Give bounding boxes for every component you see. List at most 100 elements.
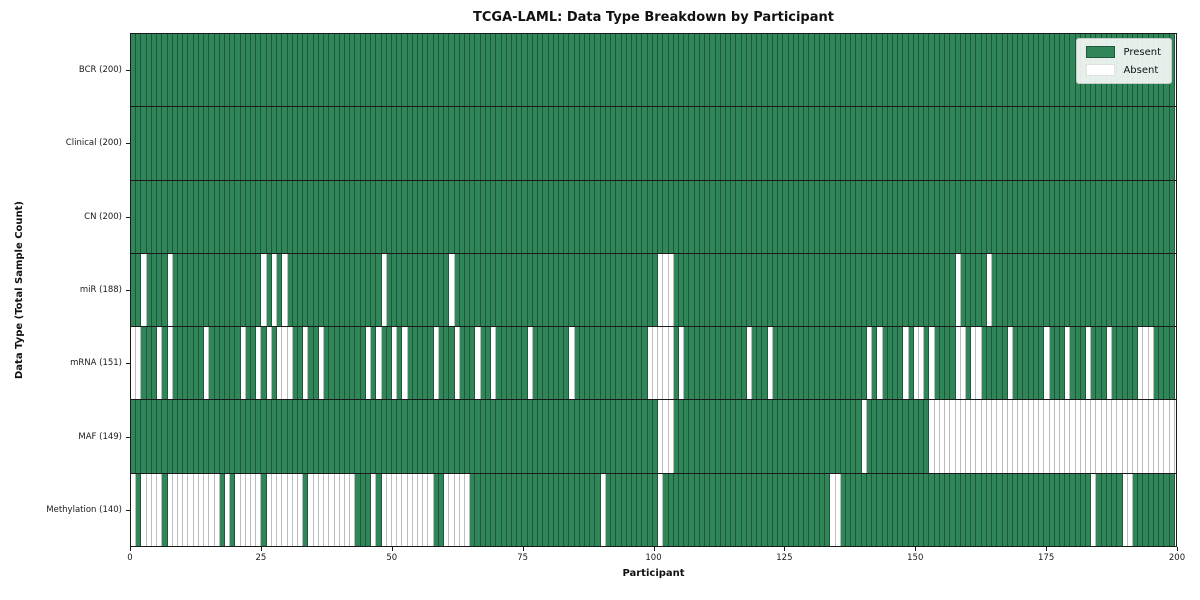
- legend-absent-label: Absent: [1123, 64, 1159, 76]
- cell-mir-157: [950, 253, 956, 327]
- cell-methylation-64: [465, 473, 471, 546]
- cell-mrna-53: [407, 327, 413, 400]
- cell-methylation-157: [950, 473, 956, 546]
- cell-clinical-178: [1059, 107, 1066, 180]
- cell-cn-17: [219, 180, 225, 253]
- cell-cn-42: [350, 180, 356, 253]
- cell-mrna-77: [532, 327, 539, 400]
- cell-mrna-4: [151, 327, 158, 400]
- cell-methylation-179: [1065, 473, 1071, 546]
- cell-methylation-28: [277, 473, 283, 546]
- cell-clinical-17: [219, 107, 225, 180]
- cell-bcr-98: [642, 34, 648, 107]
- cell-mir-108: [694, 253, 700, 327]
- cell-cn-89: [595, 180, 601, 253]
- cell-methylation-60: [444, 473, 450, 546]
- cell-methylation-72: [506, 473, 512, 546]
- cell-methylation-178: [1059, 473, 1066, 546]
- cell-methylation-96: [632, 473, 638, 546]
- cell-clinical-65: [470, 107, 476, 180]
- cell-bcr-145: [887, 34, 893, 107]
- cell-maf-194: [1143, 400, 1149, 473]
- cell-clinical-149: [908, 107, 914, 180]
- cell-cn-36: [318, 180, 325, 253]
- cell-methylation-59: [438, 473, 445, 546]
- cell-cn-14: [204, 180, 210, 253]
- cell-clinical-154: [934, 107, 940, 180]
- cell-mrna-156: [945, 327, 951, 400]
- cell-bcr-171: [1023, 34, 1029, 107]
- cell-bcr-59: [438, 34, 445, 107]
- cell-cn-175: [1044, 180, 1050, 253]
- cell-mrna-128: [799, 327, 805, 400]
- cell-methylation-62: [454, 473, 460, 546]
- cell-methylation-89: [595, 473, 601, 546]
- cell-methylation-65: [470, 473, 476, 546]
- cell-clinical-160: [966, 107, 972, 180]
- cell-mir-169: [1012, 253, 1019, 327]
- cell-bcr-27: [271, 34, 278, 107]
- cell-mir-71: [501, 253, 507, 327]
- cell-bcr-53: [407, 34, 413, 107]
- cell-methylation-27: [271, 473, 278, 546]
- cell-maf-66: [475, 400, 481, 473]
- cell-cn-148: [903, 180, 909, 253]
- cell-bcr-159: [960, 34, 966, 107]
- cell-mrna-58: [433, 327, 439, 400]
- x-axis-label: Participant: [622, 568, 685, 579]
- cell-mrna-191: [1127, 327, 1133, 400]
- cell-mrna-16: [214, 327, 220, 400]
- cell-clinical-104: [673, 107, 679, 180]
- cell-bcr-167: [1002, 34, 1008, 107]
- cell-cn-79: [543, 180, 549, 253]
- cell-cn-96: [632, 180, 638, 253]
- cell-mir-75: [522, 253, 528, 327]
- cell-clinical-41: [344, 107, 351, 180]
- cell-methylation-181: [1075, 473, 1081, 546]
- cell-clinical-87: [585, 107, 591, 180]
- cell-bcr-15: [209, 34, 215, 107]
- cell-clinical-15: [209, 107, 215, 180]
- cell-maf-78: [538, 400, 544, 473]
- cell-methylation-154: [934, 473, 940, 546]
- cell-maf-16: [214, 400, 220, 473]
- cell-maf-195: [1148, 400, 1154, 473]
- cell-methylation-187: [1106, 473, 1113, 546]
- cell-clinical-157: [950, 107, 956, 180]
- cell-bcr-132: [819, 34, 826, 107]
- cell-mir-74: [517, 253, 523, 327]
- cell-methylation-156: [945, 473, 951, 546]
- cell-mrna-187: [1106, 327, 1113, 400]
- cell-bcr-115: [731, 34, 737, 107]
- cell-methylation-164: [986, 473, 993, 546]
- heatmap-row-clinical: [131, 107, 1176, 181]
- cell-methylation-80: [548, 473, 554, 546]
- cell-mir-198: [1164, 253, 1170, 327]
- cell-cn-122: [767, 180, 773, 253]
- cell-clinical-38: [329, 107, 335, 180]
- cell-bcr-65: [470, 34, 476, 107]
- cell-maf-18: [224, 400, 231, 473]
- cell-maf-15: [209, 400, 215, 473]
- cell-cn-132: [819, 180, 826, 253]
- cell-clinical-23: [251, 107, 257, 180]
- cell-clinical-67: [480, 107, 486, 180]
- cell-bcr-109: [699, 34, 706, 107]
- cell-maf-35: [313, 400, 319, 473]
- cell-methylation-30: [287, 473, 293, 546]
- cell-cn-87: [585, 180, 591, 253]
- xtick-label-125: 125: [776, 553, 793, 563]
- cell-maf-129: [804, 400, 810, 473]
- cell-clinical-138: [851, 107, 857, 180]
- cell-clinical-21: [240, 107, 246, 180]
- cell-maf-188: [1112, 400, 1118, 473]
- cell-mir-165: [992, 253, 998, 327]
- cell-mir-186: [1101, 253, 1107, 327]
- cell-mir-132: [819, 253, 826, 327]
- cell-cn-150: [913, 180, 920, 253]
- cell-cn-62: [454, 180, 460, 253]
- cell-cn-2: [141, 180, 147, 253]
- cell-mir-128: [799, 253, 805, 327]
- cell-cn-141: [866, 180, 873, 253]
- cell-bcr-38: [329, 34, 335, 107]
